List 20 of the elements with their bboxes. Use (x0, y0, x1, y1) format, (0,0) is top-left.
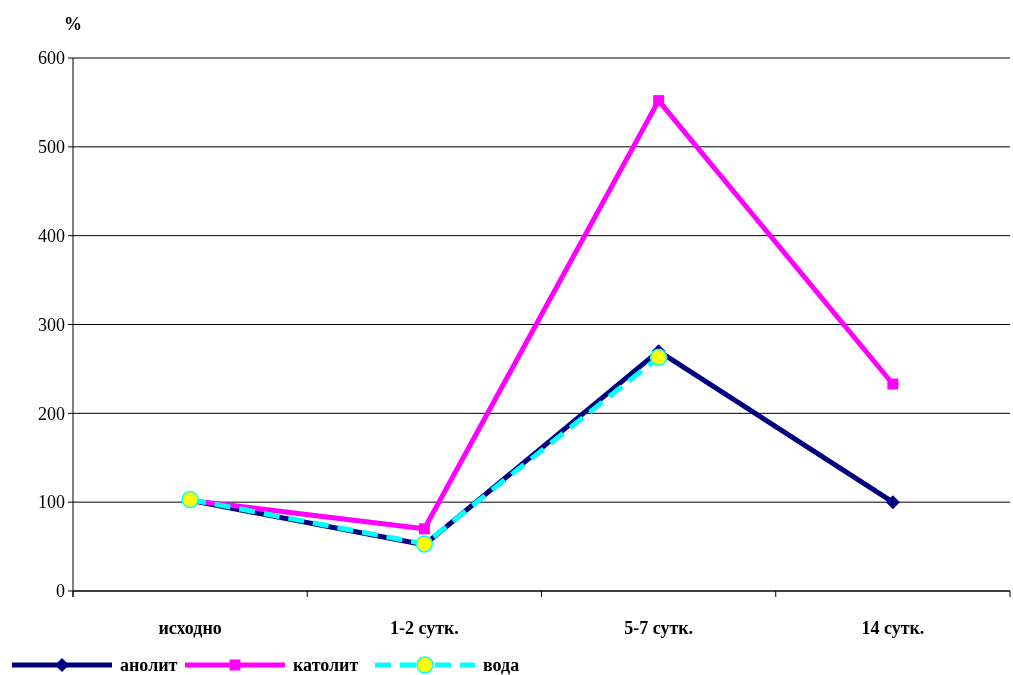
y-tick-label: 100 (38, 492, 65, 513)
x-tick-label: исходно (158, 618, 222, 638)
legend-label: вода (483, 655, 520, 675)
y-tick-label: 400 (38, 225, 65, 246)
y-tick-label: 0 (56, 581, 65, 602)
x-tick-label: 5-7 сутк. (624, 618, 694, 638)
x-tick-label: 14 сутк. (861, 618, 925, 638)
y-tick-label: 300 (38, 314, 65, 335)
point (885, 495, 900, 510)
point (649, 348, 668, 367)
point (418, 523, 430, 535)
legend-label: анолит (120, 655, 178, 675)
legend-label: католит (293, 655, 359, 675)
point (887, 378, 899, 390)
point (653, 95, 665, 107)
y-tick-label: 600 (38, 48, 65, 69)
y-tick-label: 200 (38, 403, 65, 424)
x-tick-label: 1-2 сутк. (389, 618, 459, 638)
y-tick-label: 500 (38, 137, 65, 158)
y-axis-title: % (64, 14, 82, 34)
